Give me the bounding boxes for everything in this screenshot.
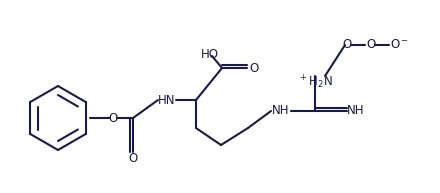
Text: HO: HO bbox=[201, 47, 219, 60]
Text: O: O bbox=[342, 38, 352, 52]
Text: O$^-$: O$^-$ bbox=[390, 38, 410, 52]
Text: O: O bbox=[367, 38, 376, 52]
Text: O: O bbox=[249, 62, 259, 74]
Text: NH: NH bbox=[347, 104, 365, 118]
Text: HN: HN bbox=[158, 93, 176, 107]
Text: NH: NH bbox=[272, 104, 290, 118]
Text: $^+$H$_2$N: $^+$H$_2$N bbox=[297, 73, 332, 91]
Text: O: O bbox=[108, 112, 117, 124]
Text: O: O bbox=[128, 152, 138, 164]
